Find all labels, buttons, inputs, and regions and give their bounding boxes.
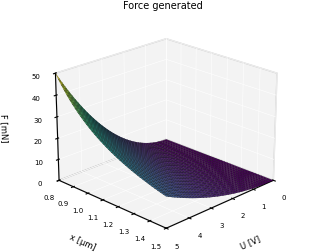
X-axis label: U [V]: U [V] [239,233,262,250]
Y-axis label: x [μm]: x [μm] [68,232,97,251]
Title: Force generated: Force generated [123,1,203,11]
